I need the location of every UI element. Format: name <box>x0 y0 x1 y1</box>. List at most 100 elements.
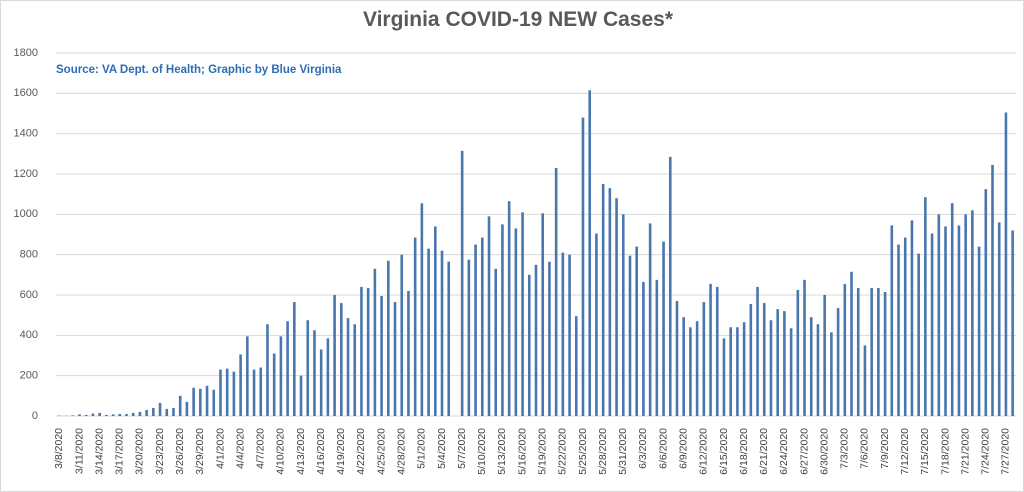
y-tick-label: 0 <box>32 410 38 422</box>
bar <box>877 287 880 416</box>
bar <box>796 289 800 416</box>
bar <box>400 254 404 416</box>
bar <box>1004 112 1008 416</box>
x-tick-label: 4/22/2020 <box>355 428 367 475</box>
bar <box>373 268 377 416</box>
bar <box>366 287 370 416</box>
bar <box>534 264 538 416</box>
bar <box>850 271 853 416</box>
bar <box>507 201 511 416</box>
x-tick-label: 7/6/2020 <box>859 428 871 469</box>
x-tick-label: 4/7/2020 <box>255 428 267 469</box>
x-tick-label: 3/17/2020 <box>114 428 126 475</box>
bar <box>957 225 961 416</box>
bar <box>225 368 229 416</box>
bar <box>360 286 363 416</box>
bar <box>246 336 249 416</box>
bar <box>863 345 867 416</box>
bar <box>279 336 283 416</box>
bar <box>313 330 316 416</box>
x-tick-label: 5/10/2020 <box>476 428 488 475</box>
bar <box>917 253 920 416</box>
bar <box>98 412 101 416</box>
bar <box>145 409 148 416</box>
bar <box>413 237 417 416</box>
bar <box>91 413 95 416</box>
bar <box>239 354 242 416</box>
x-tick-label: 3/11/2020 <box>73 428 85 474</box>
bar <box>682 317 685 416</box>
bar <box>105 414 108 416</box>
bar <box>541 213 545 416</box>
x-tick-label: 6/27/2020 <box>798 428 810 475</box>
bar <box>152 407 155 416</box>
bar <box>816 324 820 416</box>
bar <box>742 322 746 416</box>
bar <box>561 252 565 416</box>
x-tick-label: 4/19/2020 <box>335 428 347 475</box>
bar <box>655 279 659 416</box>
chart-subtitle: Source: VA Dept. of Health; Graphic by B… <box>56 64 342 76</box>
bar <box>722 338 726 416</box>
bar <box>783 311 786 416</box>
bar <box>232 371 236 416</box>
x-tick-label: 3/20/2020 <box>134 428 146 475</box>
x-tick-label: 6/9/2020 <box>677 428 689 469</box>
x-tick-label: 5/25/2020 <box>577 428 589 475</box>
bar <box>131 412 135 416</box>
bar <box>252 369 256 416</box>
bar <box>601 184 605 416</box>
x-tick-label: 4/28/2020 <box>396 428 408 475</box>
bar <box>843 283 847 416</box>
bar <box>809 317 813 416</box>
bar <box>568 254 571 416</box>
bar <box>514 228 518 416</box>
bar <box>803 279 806 416</box>
x-tick-label: 4/1/2020 <box>214 428 226 469</box>
x-tick-label: 4/10/2020 <box>275 428 287 475</box>
bar <box>675 301 679 416</box>
bar <box>326 338 330 416</box>
bar <box>259 367 263 416</box>
bar <box>991 164 994 416</box>
bar <box>749 304 753 416</box>
bar <box>856 287 860 416</box>
bar <box>635 246 638 416</box>
bar <box>662 241 665 416</box>
bar <box>756 286 759 416</box>
x-tick-label: 5/4/2020 <box>436 428 448 469</box>
bar <box>78 414 81 416</box>
x-tick-label: 7/3/2020 <box>839 428 851 469</box>
bar <box>702 302 706 416</box>
bar <box>178 395 182 416</box>
bar <box>950 203 954 416</box>
bar <box>689 327 692 416</box>
bar <box>715 286 719 416</box>
x-tick-label: 6/12/2020 <box>698 428 710 475</box>
bar <box>125 413 128 416</box>
y-tick-label: 1800 <box>14 47 38 59</box>
bar <box>615 198 618 416</box>
y-tick-label: 200 <box>20 370 38 382</box>
bar <box>762 303 766 416</box>
bar <box>185 401 189 416</box>
bar <box>353 324 357 416</box>
bar <box>266 324 269 416</box>
bar <box>393 302 397 416</box>
x-tick-label: 5/28/2020 <box>597 428 609 475</box>
bar <box>548 261 551 416</box>
bar <box>111 414 115 416</box>
bar <box>205 385 209 416</box>
x-tick-label: 6/15/2020 <box>718 428 730 475</box>
bar <box>212 389 216 416</box>
bar <box>903 237 907 416</box>
x-tick-label: 3/8/2020 <box>53 428 65 469</box>
x-tick-label: 5/1/2020 <box>416 428 428 469</box>
x-tick-label: 3/14/2020 <box>93 428 105 475</box>
bar <box>420 203 424 416</box>
bar <box>648 223 652 416</box>
bar <box>924 197 927 416</box>
bar <box>527 274 531 416</box>
bar <box>407 290 410 416</box>
x-tick-label: 6/6/2020 <box>657 428 669 469</box>
